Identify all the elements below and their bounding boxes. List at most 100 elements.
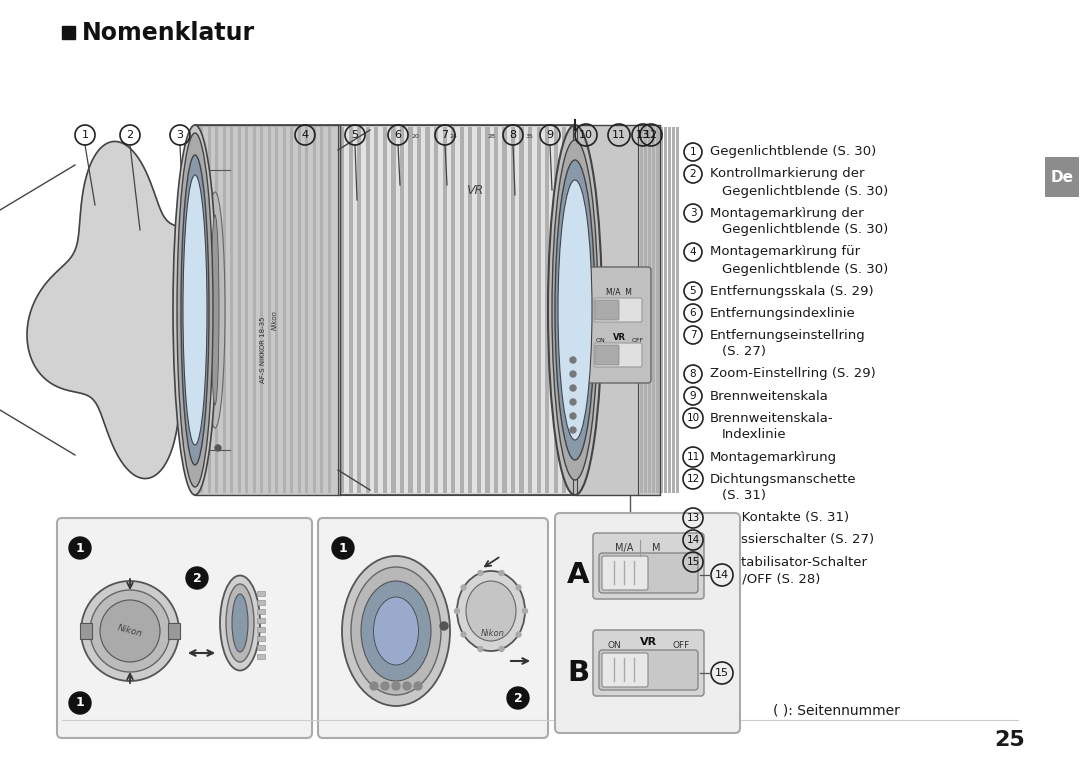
Ellipse shape bbox=[342, 556, 450, 706]
Text: 2: 2 bbox=[514, 692, 523, 705]
Bar bbox=[640, 127, 643, 493]
Text: 15: 15 bbox=[687, 557, 700, 567]
Bar bbox=[566, 127, 570, 493]
FancyBboxPatch shape bbox=[593, 533, 704, 599]
Ellipse shape bbox=[173, 125, 217, 495]
Text: B: B bbox=[567, 659, 589, 687]
Text: AF-S NIKKOR 18-35: AF-S NIKKOR 18-35 bbox=[260, 317, 266, 383]
Bar bbox=[245, 127, 248, 493]
Bar bbox=[664, 127, 666, 493]
Bar bbox=[408, 127, 413, 493]
Text: 24: 24 bbox=[449, 135, 457, 139]
Text: OFF: OFF bbox=[673, 640, 690, 650]
Bar bbox=[345, 127, 349, 493]
Text: Montagemarkìrung der: Montagemarkìrung der bbox=[710, 207, 864, 220]
Text: 6: 6 bbox=[690, 308, 697, 318]
Ellipse shape bbox=[552, 140, 598, 480]
Bar bbox=[669, 127, 671, 493]
Bar bbox=[519, 127, 524, 493]
Text: 9: 9 bbox=[546, 130, 554, 140]
Circle shape bbox=[186, 567, 208, 589]
Polygon shape bbox=[27, 142, 233, 479]
Bar bbox=[230, 127, 233, 493]
Text: De: De bbox=[1051, 169, 1074, 185]
Bar bbox=[464, 127, 469, 493]
Ellipse shape bbox=[374, 597, 419, 665]
Bar bbox=[305, 127, 308, 493]
Bar bbox=[353, 127, 357, 493]
Text: Nikon: Nikon bbox=[481, 628, 505, 637]
Circle shape bbox=[523, 608, 527, 614]
Bar bbox=[460, 127, 464, 493]
Bar bbox=[528, 127, 532, 493]
FancyBboxPatch shape bbox=[588, 267, 651, 383]
Circle shape bbox=[570, 371, 576, 377]
Bar bbox=[524, 127, 528, 493]
Text: 25: 25 bbox=[995, 730, 1025, 750]
Circle shape bbox=[455, 608, 459, 614]
FancyBboxPatch shape bbox=[595, 345, 619, 365]
Bar bbox=[545, 127, 550, 493]
Text: Zoom-Einstellring (S. 29): Zoom-Einstellring (S. 29) bbox=[710, 368, 876, 381]
Text: CPU-Kontakte (S. 31): CPU-Kontakte (S. 31) bbox=[710, 512, 849, 525]
Text: 13: 13 bbox=[687, 513, 700, 523]
Bar bbox=[656, 127, 659, 493]
Circle shape bbox=[570, 385, 576, 391]
Text: (S. 31): (S. 31) bbox=[723, 489, 766, 502]
Bar bbox=[472, 127, 476, 493]
Text: (S. 27): (S. 27) bbox=[723, 345, 766, 358]
Bar bbox=[532, 127, 537, 493]
Circle shape bbox=[478, 647, 483, 652]
Bar bbox=[537, 127, 541, 493]
FancyBboxPatch shape bbox=[594, 343, 642, 367]
Bar bbox=[494, 127, 498, 493]
Text: 4: 4 bbox=[690, 247, 697, 257]
Circle shape bbox=[69, 692, 91, 714]
Bar bbox=[443, 127, 447, 493]
Bar bbox=[366, 127, 370, 493]
Text: Brennweitenskala-: Brennweitenskala- bbox=[710, 411, 834, 424]
Text: OFF: OFF bbox=[632, 338, 644, 342]
Bar bbox=[421, 127, 426, 493]
Bar bbox=[476, 127, 481, 493]
Ellipse shape bbox=[220, 575, 260, 670]
Text: 7: 7 bbox=[690, 330, 697, 340]
Circle shape bbox=[403, 682, 411, 690]
Bar bbox=[257, 645, 265, 650]
Circle shape bbox=[499, 571, 504, 575]
Bar bbox=[570, 127, 575, 493]
Bar bbox=[652, 127, 654, 493]
Text: 35: 35 bbox=[525, 135, 532, 139]
Bar bbox=[349, 127, 353, 493]
Text: ON: ON bbox=[595, 338, 605, 342]
Bar bbox=[485, 127, 489, 493]
Text: 6: 6 bbox=[394, 130, 402, 140]
Bar bbox=[430, 127, 434, 493]
Text: Indexlinie: Indexlinie bbox=[723, 428, 786, 441]
Text: 9: 9 bbox=[690, 391, 697, 401]
Circle shape bbox=[570, 427, 576, 433]
Bar bbox=[481, 127, 485, 493]
Text: Kontrollmarkierung der: Kontrollmarkierung der bbox=[710, 168, 864, 181]
Text: 13: 13 bbox=[636, 130, 650, 140]
Text: 12: 12 bbox=[687, 474, 700, 484]
Ellipse shape bbox=[205, 192, 225, 428]
Bar bbox=[575, 125, 660, 495]
Text: 28: 28 bbox=[487, 135, 495, 139]
Text: VR: VR bbox=[467, 184, 484, 197]
Text: Entfernungseinstellring: Entfernungseinstellring bbox=[710, 329, 866, 342]
Text: 1: 1 bbox=[76, 696, 84, 709]
Ellipse shape bbox=[90, 590, 170, 672]
Ellipse shape bbox=[226, 584, 254, 662]
Bar bbox=[257, 618, 265, 623]
Bar bbox=[253, 127, 256, 493]
Bar bbox=[195, 125, 575, 495]
Text: Gegenlichtblende (S. 30): Gegenlichtblende (S. 30) bbox=[723, 185, 888, 198]
Ellipse shape bbox=[548, 125, 602, 495]
Text: Nikon: Nikon bbox=[272, 310, 278, 330]
Ellipse shape bbox=[100, 600, 160, 662]
Bar bbox=[558, 127, 563, 493]
Text: ON/OFF (S. 28): ON/OFF (S. 28) bbox=[723, 572, 821, 585]
Ellipse shape bbox=[558, 180, 592, 440]
FancyBboxPatch shape bbox=[602, 653, 648, 687]
